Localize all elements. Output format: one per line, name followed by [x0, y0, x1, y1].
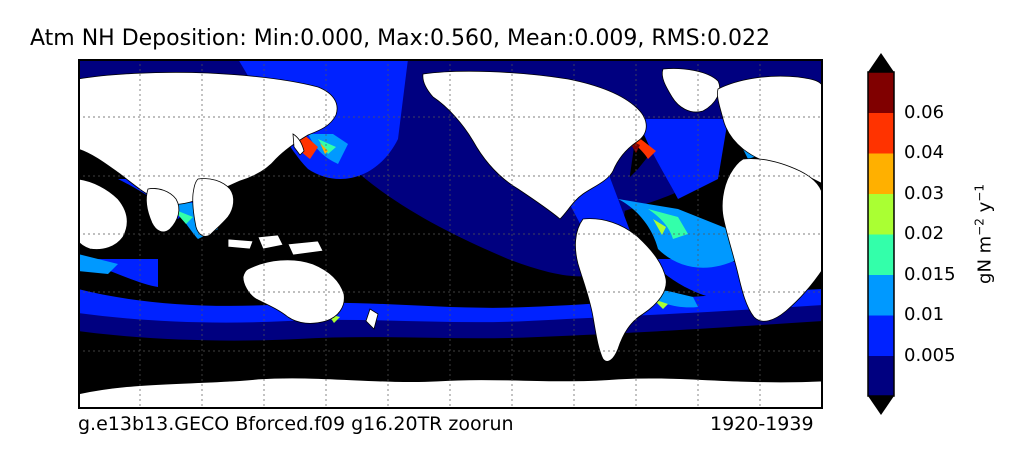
gridlines	[78, 59, 823, 409]
land-india	[145, 188, 180, 233]
land-antarctica	[78, 377, 823, 409]
unit-base: gN m	[974, 235, 996, 284]
colorbar-tick-label: 0.015	[904, 263, 956, 285]
colorbar-tick-label: 0.06	[904, 101, 945, 123]
colorbar-level-7	[868, 112, 894, 154]
land-new-zealand	[365, 308, 379, 330]
years-label: 1920-1939	[710, 413, 814, 435]
colorbar-level-6	[868, 153, 894, 194]
colorbar-level-2	[868, 315, 894, 356]
colorbar-unit-label: gN m−2 y−1	[973, 184, 996, 284]
colorbar-extend-high	[868, 53, 894, 72]
colorbar-level-1	[868, 355, 894, 397]
land-africa-west	[78, 178, 128, 250]
land-africa	[721, 158, 823, 322]
land-masses	[78, 68, 823, 409]
land-greenland	[661, 68, 720, 113]
case-name-label: g.e13b13.GECO Bforced.f09 g16.20TR zooru…	[78, 413, 514, 435]
land-japan	[292, 133, 305, 156]
colorbar-tick-label: 0.02	[904, 223, 945, 244]
colorbar-level-8	[868, 72, 894, 113]
colorbar-tick-label: 0.03	[904, 182, 945, 204]
colorbar	[867, 53, 895, 415]
land-south-america	[575, 218, 667, 362]
colorbar-level-4	[868, 234, 894, 275]
colorbar-extend-low	[868, 396, 894, 415]
deposition-map	[78, 59, 823, 409]
unit-exponent-2: −1	[972, 184, 987, 202]
colorbar-tick-label: 0.01	[904, 304, 945, 325]
unit-mid: y	[974, 201, 996, 219]
colorbar-level-5	[868, 193, 894, 235]
colorbar-segments	[868, 72, 894, 397]
map-frame	[78, 59, 823, 409]
land-new-guinea	[287, 240, 324, 256]
figure-title: Atm NH Deposition: Min:0.000, Max:0.560,…	[30, 26, 770, 51]
land-indonesia-1	[227, 238, 254, 250]
colorbar-tick-label: 0.04	[904, 142, 945, 163]
land-se-asia	[192, 178, 234, 237]
land-australia	[242, 259, 345, 324]
colorbar-frame	[867, 71, 895, 397]
land-north-america	[422, 70, 647, 220]
colorbar-tick-label: 0.005	[904, 344, 956, 366]
unit-exponent-1: −2	[972, 218, 987, 236]
colorbar-level-3	[868, 274, 894, 316]
